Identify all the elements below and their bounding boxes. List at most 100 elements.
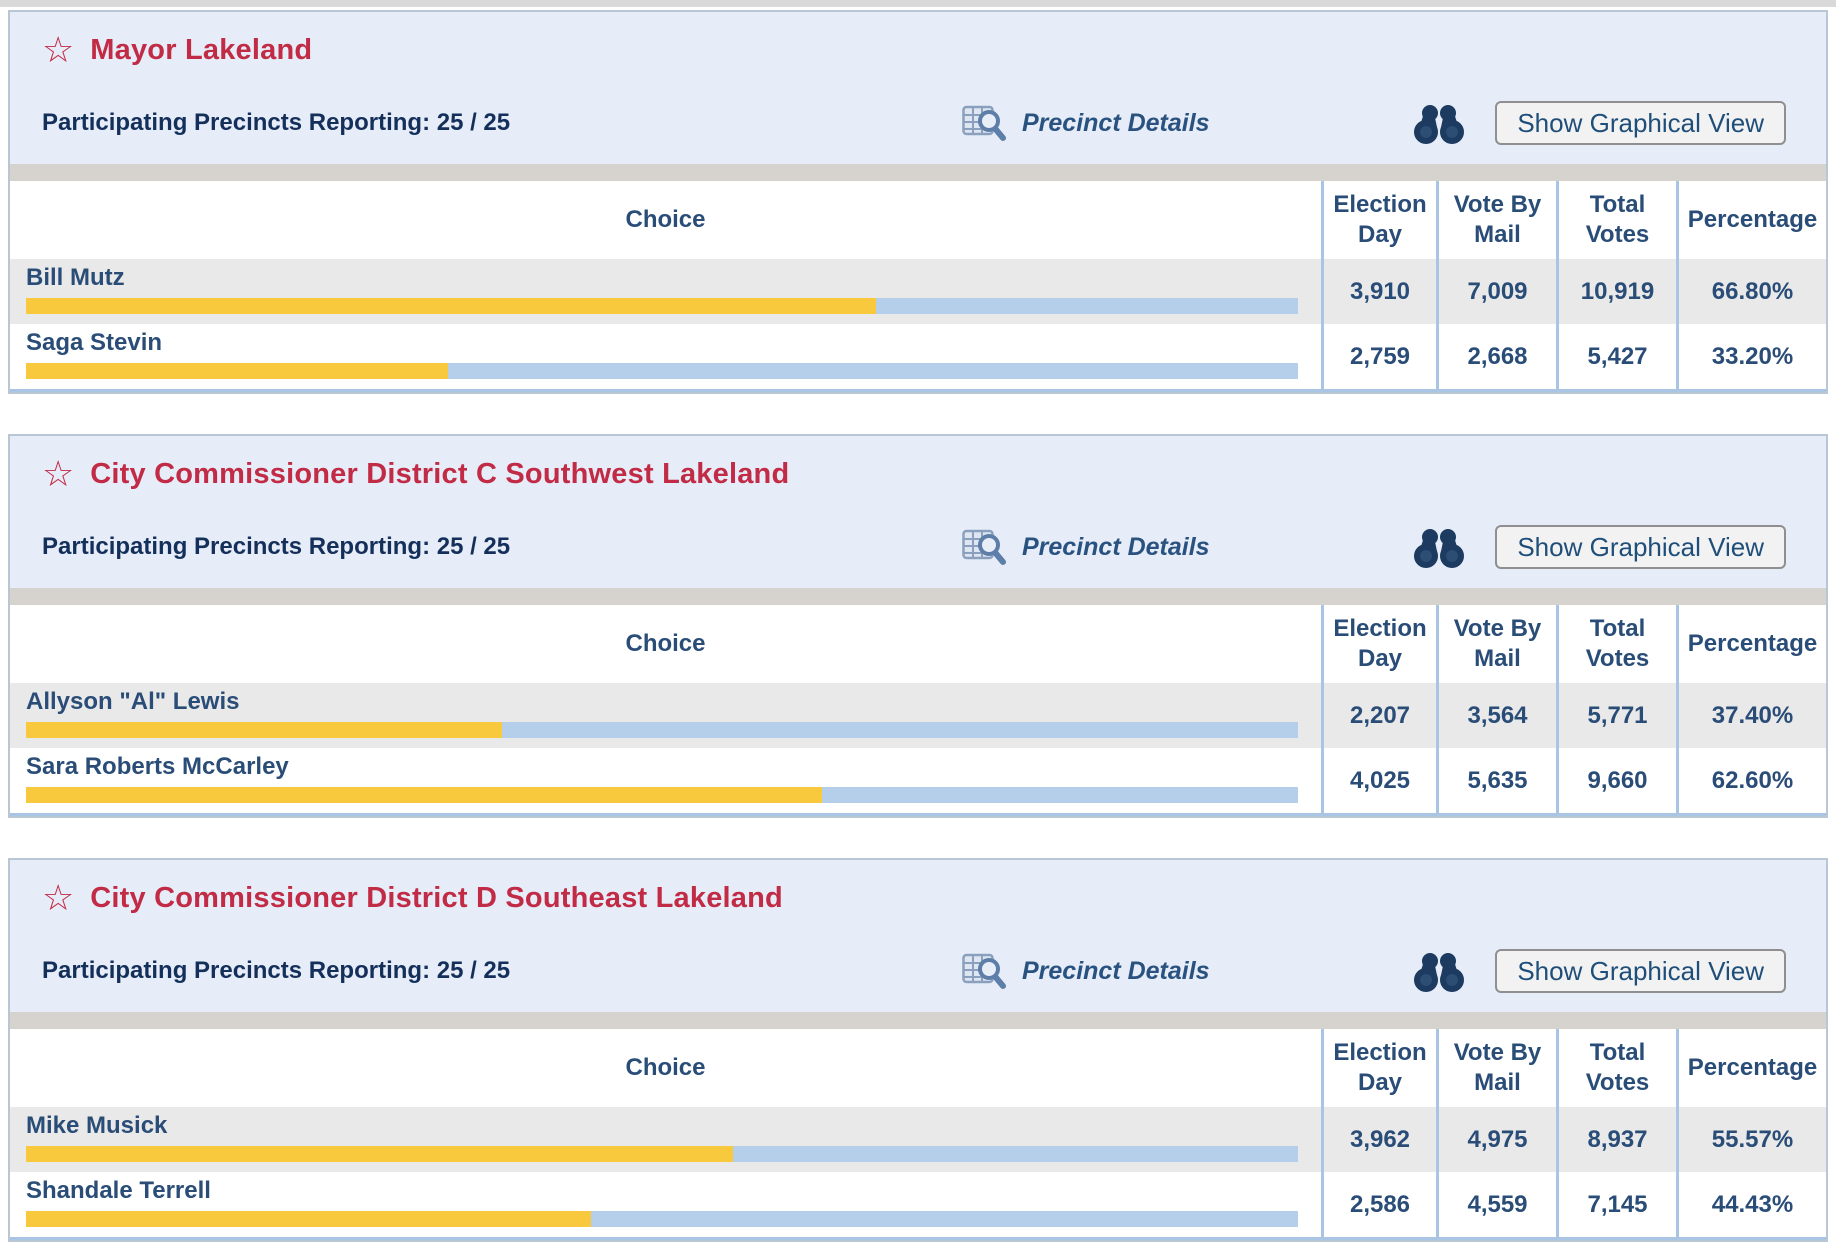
result-bar-fill [26,1146,733,1162]
cell-election-day: 4,025 [1349,766,1411,794]
cell-percentage: 44.43% [1711,1190,1794,1218]
cell-vote-by-mail: 3,564 [1467,701,1528,729]
cell-vote-by-mail: 4,559 [1467,1190,1528,1218]
column-header-election-day: Election Day [1333,1039,1427,1096]
candidate-row: Shandale Terrell 2,586 4,559 7,145 44.43… [10,1172,1826,1237]
contest-header: ☆ City Commissioner District C Southwest… [10,436,1826,588]
contest-panel: ☆ City Commissioner District D Southeast… [8,858,1828,1242]
contest-panel: ☆ City Commissioner District C Southwest… [8,434,1828,818]
result-bar [26,1211,1298,1227]
precinct-details-label: Precinct Details [1022,956,1210,985]
table-header-row: Choice Election Day Vote By Mail Total V… [10,1029,1826,1107]
cell-total-votes: 5,771 [1587,701,1648,729]
contest-header: ☆ Mayor Lakeland Participating Precincts… [10,12,1826,164]
page-top-strip [0,0,1836,7]
precinct-details-icon [962,951,1006,991]
cell-percentage: 55.57% [1711,1125,1794,1153]
show-graphical-view-button[interactable]: Show Graphical View [1495,525,1786,569]
star-icon: ☆ [42,877,75,918]
cell-total-votes: 7,145 [1587,1190,1648,1218]
result-bar [26,298,1298,314]
divider-strip [10,164,1826,181]
candidate-row: Saga Stevin 2,759 2,668 5,427 33.20% [10,324,1826,389]
table-header-row: Choice Election Day Vote By Mail Total V… [10,181,1826,259]
column-header-percentage: Percentage [1687,630,1818,657]
precinct-details-link[interactable]: Precinct Details [962,524,1210,570]
show-graphical-view-button[interactable]: Show Graphical View [1495,949,1786,993]
results-table: Choice Election Day Vote By Mail Total V… [10,181,1826,392]
column-header-choice: Choice [625,206,706,233]
column-header-total-votes: Total Votes [1585,1039,1650,1096]
candidate-name: Saga Stevin [26,329,163,356]
candidate-choice-cell: Bill Mutz [10,259,1321,324]
cell-election-day: 2,759 [1349,342,1411,370]
precinct-details-link[interactable]: Precinct Details [962,948,1210,994]
column-header-vote-by-mail: Vote By Mail [1453,1039,1542,1096]
cell-total-votes: 5,427 [1587,342,1648,370]
divider-strip [10,588,1826,605]
candidate-name: Bill Mutz [26,264,125,291]
show-graphical-view-button[interactable]: Show Graphical View [1495,101,1786,145]
column-header-election-day: Election Day [1333,191,1427,248]
contest-panel: ☆ Mayor Lakeland Participating Precincts… [8,10,1828,394]
cell-election-day: 2,586 [1349,1190,1411,1218]
column-header-vote-by-mail: Vote By Mail [1453,191,1542,248]
column-header-choice: Choice [625,1054,706,1081]
result-bar [26,1146,1298,1162]
cell-percentage: 33.20% [1711,342,1794,370]
precinct-details-icon [962,527,1006,567]
cell-election-day: 2,207 [1349,701,1411,729]
cell-total-votes: 8,937 [1587,1125,1648,1153]
cell-total-votes: 10,919 [1580,277,1655,305]
column-header-vote-by-mail: Vote By Mail [1453,615,1542,672]
precincts-reporting: Participating Precincts Reporting: 25 / … [42,533,511,560]
cell-vote-by-mail: 7,009 [1467,277,1528,305]
column-header-election-day: Election Day [1333,615,1427,672]
result-bar [26,363,1298,379]
cell-election-day: 3,962 [1349,1125,1411,1153]
contest-title: Mayor Lakeland [90,33,313,66]
candidate-row: Allyson "Al" Lewis 2,207 3,564 5,771 37.… [10,683,1826,748]
cell-vote-by-mail: 2,668 [1467,342,1528,370]
cell-percentage: 66.80% [1711,277,1794,305]
results-table: Choice Election Day Vote By Mail Total V… [10,1029,1826,1240]
candidate-row: Mike Musick 3,962 4,975 8,937 55.57% [10,1107,1826,1172]
result-bar [26,787,1298,803]
result-bar-fill [26,787,823,803]
candidate-choice-cell: Saga Stevin [10,324,1321,389]
contest-header: ☆ City Commissioner District D Southeast… [10,860,1826,1012]
cell-percentage: 62.60% [1711,766,1794,794]
column-header-percentage: Percentage [1687,206,1818,233]
precinct-details-icon [962,103,1006,143]
binoculars-icon [1414,529,1465,568]
binoculars-icon [1414,953,1465,992]
candidate-choice-cell: Sara Roberts McCarley [10,748,1321,813]
precinct-details-label: Precinct Details [1022,108,1210,137]
result-bar-fill [26,298,876,314]
cell-election-day: 3,910 [1349,277,1411,305]
contest-title: City Commissioner District D Southeast L… [90,881,783,914]
candidate-choice-cell: Mike Musick [10,1107,1321,1172]
column-header-percentage: Percentage [1687,1054,1818,1081]
column-header-total-votes: Total Votes [1585,615,1650,672]
candidate-choice-cell: Allyson "Al" Lewis [10,683,1321,748]
precinct-details-label: Precinct Details [1022,532,1210,561]
column-header-total-votes: Total Votes [1585,191,1650,248]
candidate-name: Sara Roberts McCarley [26,753,289,780]
precinct-details-link[interactable]: Precinct Details [962,100,1210,146]
candidate-name: Shandale Terrell [26,1177,211,1204]
cell-vote-by-mail: 5,635 [1467,766,1528,794]
contest-title: City Commissioner District C Southwest L… [90,457,790,490]
precincts-reporting: Participating Precincts Reporting: 25 / … [42,109,511,136]
cell-total-votes: 9,660 [1587,766,1648,794]
table-header-row: Choice Election Day Vote By Mail Total V… [10,605,1826,683]
candidate-row: Sara Roberts McCarley 4,025 5,635 9,660 … [10,748,1826,813]
candidate-name: Allyson "Al" Lewis [26,688,240,715]
result-bar [26,722,1298,738]
candidate-row: Bill Mutz 3,910 7,009 10,919 66.80% [10,259,1826,324]
result-bar-fill [26,1211,592,1227]
divider-strip [10,1012,1826,1029]
column-header-choice: Choice [625,630,706,657]
star-icon: ☆ [42,29,75,70]
star-icon: ☆ [42,453,75,494]
